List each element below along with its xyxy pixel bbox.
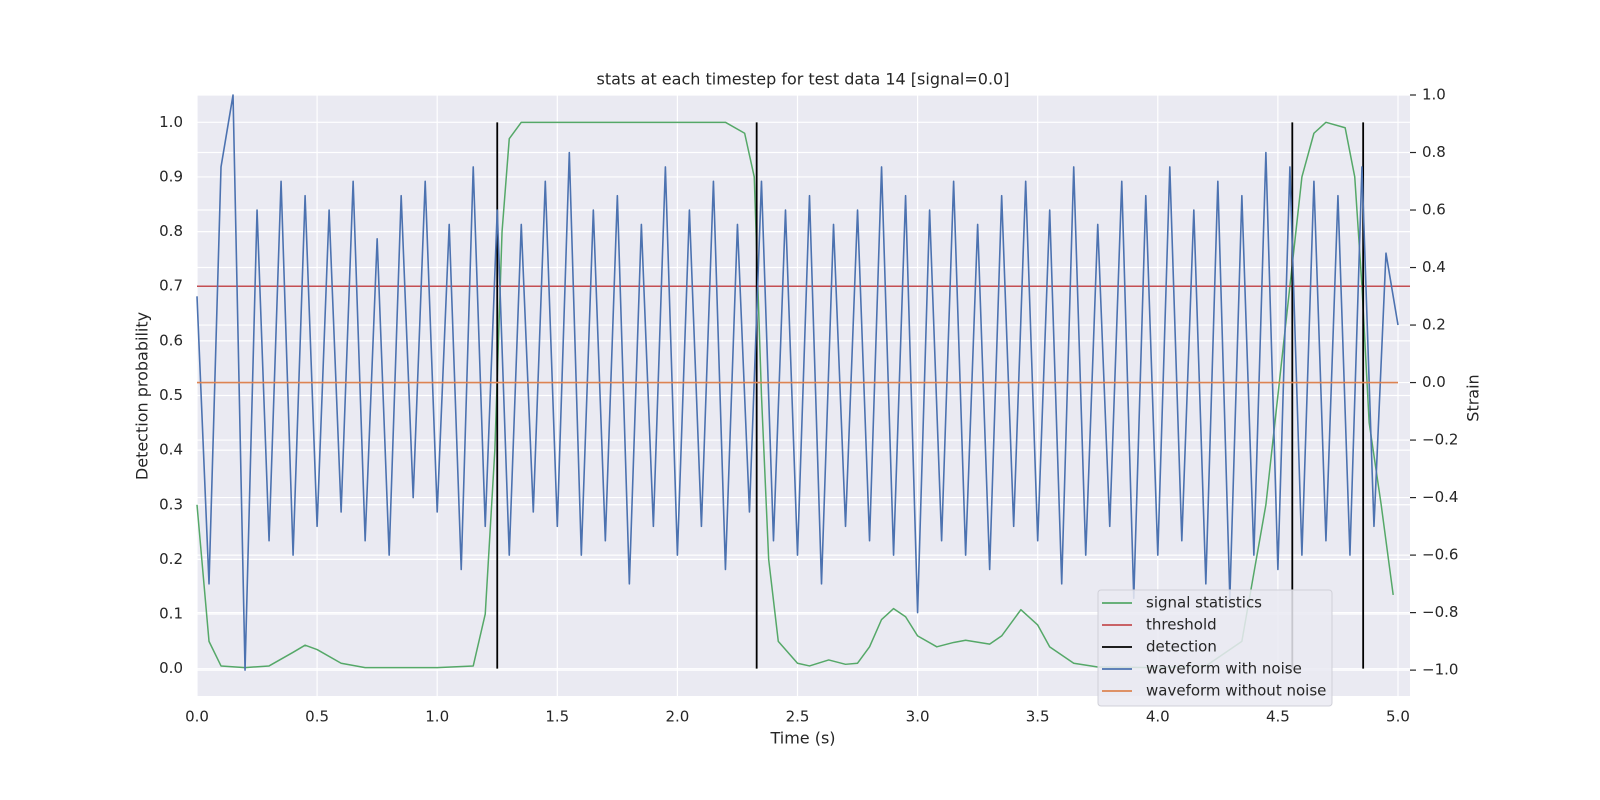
y-axis-label: Detection probability	[133, 312, 152, 480]
chart-title: stats at each timestep for test data 14 …	[597, 70, 1010, 89]
y-tick-label: 1.0	[159, 113, 183, 131]
y2-tick-label: −0.8	[1422, 603, 1458, 621]
legend-label: waveform without noise	[1146, 682, 1326, 700]
y2-tick-label: −0.6	[1422, 546, 1458, 564]
series-line	[196, 94, 1399, 671]
legend-box	[1097, 589, 1333, 707]
y2-tick-label: −0.2	[1422, 431, 1458, 449]
x-axis-label: Time (s)	[769, 729, 835, 748]
y2-tick-label: 0.4	[1422, 258, 1446, 276]
y-tick-label: 0.4	[159, 441, 183, 459]
x-tick-label: 3.5	[1026, 708, 1050, 726]
y2-tick-label: −0.4	[1422, 488, 1458, 506]
series-line	[196, 121, 1394, 669]
y2-tick-label: 0.0	[1422, 373, 1446, 391]
x-tick-label: 5.0	[1386, 708, 1410, 726]
y-tick-label: 0.6	[159, 331, 183, 349]
y-tick-label: 0.0	[159, 659, 183, 677]
x-tick-label: 0.5	[305, 708, 329, 726]
y2-tick-label: 0.6	[1422, 201, 1446, 219]
y2-tick-label: 1.0	[1422, 86, 1446, 104]
legend-label: detection	[1146, 638, 1217, 656]
x-tick-label: 1.0	[425, 708, 449, 726]
y-tick-label: 0.3	[159, 495, 183, 513]
legend-label: threshold	[1146, 616, 1217, 634]
x-tick-label: 4.5	[1266, 708, 1290, 726]
y-tick-label: 0.1	[159, 605, 183, 623]
x-tick-label: 2.0	[665, 708, 689, 726]
x-tick-label: 2.5	[786, 708, 810, 726]
x-tick-label: 1.5	[545, 708, 569, 726]
y2-tick-label: 0.8	[1422, 143, 1446, 161]
y2-tick-label: 0.2	[1422, 316, 1446, 334]
y-tick-label: 0.7	[159, 277, 183, 295]
y-tick-label: 0.9	[159, 167, 183, 185]
y-tick-label: 0.8	[159, 222, 183, 240]
y-tick-label: 0.2	[159, 550, 183, 568]
x-tick-label: 3.0	[906, 708, 930, 726]
legend-label: signal statistics	[1146, 594, 1262, 612]
x-tick-label: 4.0	[1146, 708, 1170, 726]
legend: signal statistics threshold detection wavef…	[1097, 589, 1333, 707]
y2-axis-label: Strain	[1464, 374, 1483, 421]
y2-tick-label: −1.0	[1422, 661, 1458, 679]
y-tick-label: 0.5	[159, 386, 183, 404]
legend-label: waveform with noise	[1146, 660, 1302, 678]
x-tick-label: 0.0	[185, 708, 209, 726]
